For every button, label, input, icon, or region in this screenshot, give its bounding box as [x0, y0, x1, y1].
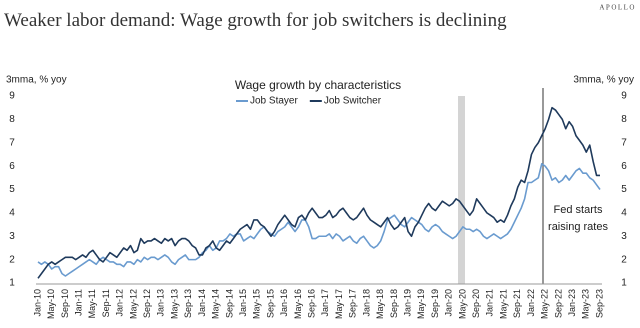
x-tick-label: Sep-11: [101, 289, 111, 317]
legend-label: Job Switcher: [324, 96, 382, 107]
x-tick-label: Sep-15: [265, 289, 275, 318]
y2-axis-label: 3mma, % yoy: [573, 75, 634, 86]
y2-tick-label: 7: [621, 137, 627, 148]
y-tick-label: 9: [9, 91, 15, 102]
x-tick-label: Jan-11: [73, 289, 83, 316]
x-tick-label: Jan-16: [279, 289, 289, 317]
x-tick-label: Sep-14: [224, 289, 234, 318]
x-tick-label: Jan-22: [526, 289, 536, 317]
x-tick-label: May-17: [334, 289, 344, 319]
x-tick-label: May-19: [416, 289, 426, 319]
y2-tick-label: 3: [621, 231, 627, 242]
x-tick-label: Jan-14: [197, 289, 207, 317]
x-tick-label: Sep-22: [553, 289, 563, 318]
y-tick-label: 4: [9, 208, 15, 219]
x-tick-label: Sep-19: [430, 289, 440, 318]
x-tick-label: Sep-21: [512, 289, 522, 318]
y2-tick-label: 5: [621, 184, 627, 195]
series-line: [37, 106, 600, 279]
x-tick-label: Jan-17: [320, 289, 330, 317]
x-tick-label: May-14: [211, 289, 221, 319]
x-tick-label: Jan-23: [567, 289, 577, 317]
x-tick-label: May-11: [87, 289, 97, 318]
legend-label: Job Stayer: [250, 96, 298, 107]
x-tick-label: May-12: [128, 289, 138, 319]
x-tick-label: May-18: [375, 289, 385, 319]
x-tick-label: May-13: [169, 289, 179, 319]
x-tick-label: May-23: [581, 289, 591, 319]
y-tick-label: 2: [9, 254, 15, 265]
x-tick-label: Sep-20: [471, 289, 481, 318]
shaded-period: [458, 96, 465, 284]
brand: APOLLO: [599, 4, 636, 12]
x-tick-label: Sep-18: [389, 289, 399, 318]
x-tick-label: Jan-12: [115, 289, 125, 317]
chart-subtitle: Wage growth by characteristics: [235, 78, 401, 92]
y-tick-label: 8: [9, 114, 15, 125]
chart-title: Weaker labor demand: Wage growth for job…: [4, 10, 507, 31]
x-tick-label: Sep-10: [60, 289, 70, 318]
y2-tick-label: 2: [621, 254, 627, 265]
annotation: raising rates: [548, 221, 608, 233]
x-tick-label: May-21: [498, 289, 508, 319]
y2-tick-label: 1: [621, 278, 627, 289]
x-tick-label: Jan-21: [485, 289, 495, 317]
y2-tick-label: 4: [621, 208, 627, 219]
x-tick-label: Jan-19: [402, 289, 412, 317]
annotation: Fed starts: [554, 204, 603, 216]
y-tick-label: 5: [9, 184, 15, 195]
x-tick-label: May-20: [457, 289, 467, 319]
y-tick-label: 7: [9, 137, 15, 148]
y2-tick-label: 8: [621, 114, 627, 125]
series-line: [37, 162, 601, 277]
x-tick-label: Jan-15: [238, 289, 248, 317]
x-tick-label: Jan-10: [32, 289, 42, 317]
y-axis-label: 3mma, % yoy: [6, 75, 67, 86]
x-tick-label: Sep-23: [594, 289, 604, 318]
y-tick-label: 6: [9, 161, 15, 172]
x-tick-label: May-16: [293, 289, 303, 319]
x-tick-label: Sep-16: [307, 289, 317, 318]
x-tick-label: Sep-12: [142, 289, 152, 318]
y2-tick-label: 9: [621, 91, 627, 102]
x-tick-label: Jan-20: [444, 289, 454, 317]
x-tick-label: May-15: [252, 289, 262, 319]
x-tick-label: May-10: [46, 289, 56, 319]
y-tick-label: 1: [9, 278, 15, 289]
x-tick-label: Sep-13: [183, 289, 193, 318]
x-tick-label: Sep-17: [348, 289, 358, 318]
x-tick-label: Jan-13: [156, 289, 166, 317]
x-tick-label: Jan-18: [361, 289, 371, 317]
y-tick-label: 3: [9, 231, 15, 242]
y2-tick-label: 6: [621, 161, 627, 172]
x-tick-label: May-22: [540, 289, 550, 319]
